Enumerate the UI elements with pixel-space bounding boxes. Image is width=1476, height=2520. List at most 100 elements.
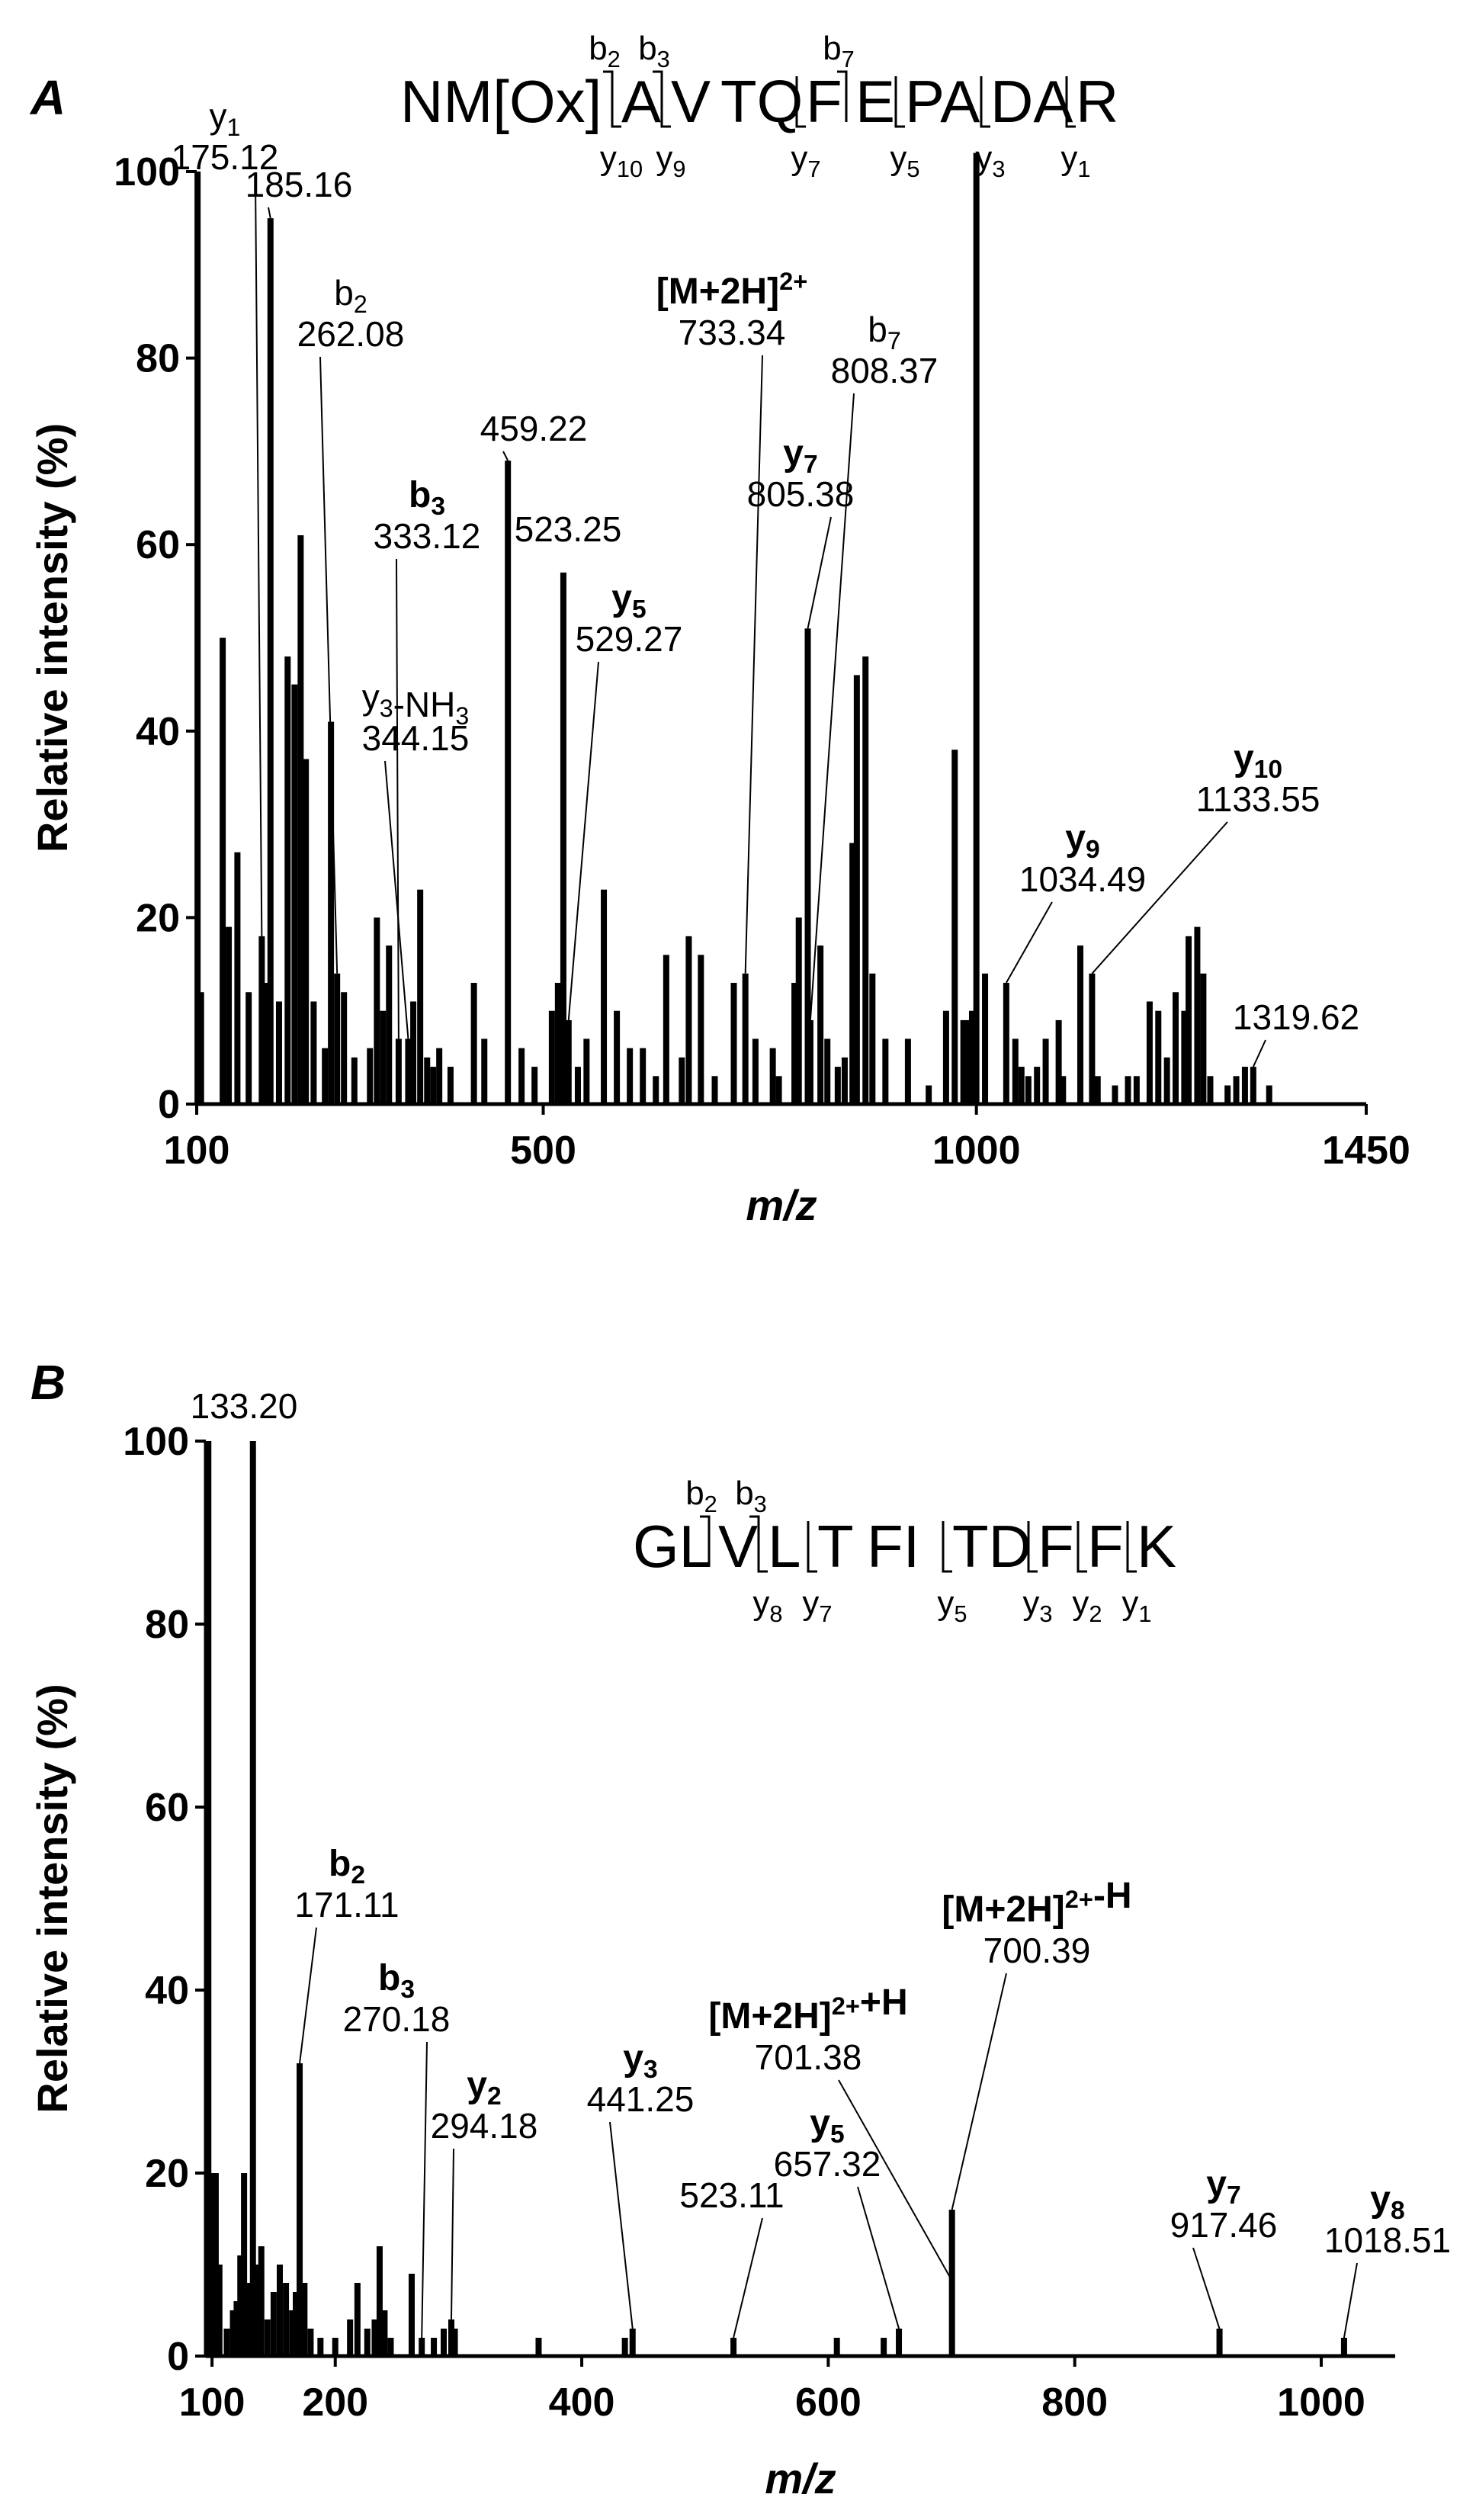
annotation-value: 171.11 [294,1885,399,1925]
peak-bar [752,1038,759,1104]
x-tick-label: 400 [549,2380,615,2425]
y-ion-bracket [1077,1521,1087,1573]
annotation-label: b2 [329,1844,365,1889]
peak-bar [1224,1085,1231,1104]
leader-line [268,207,271,219]
leader-line [838,2079,955,2284]
annotation-value: 529.27 [576,619,683,659]
annotation-value: 1133.55 [1196,779,1320,819]
x-tick-label: 500 [510,1128,576,1173]
annotation-label: b7 [868,310,901,355]
annotation-label: y10 [1234,738,1282,784]
peak-bar [824,1038,831,1104]
peak-bar [679,1057,685,1104]
peak-bar [367,1048,374,1104]
peak-bar [332,2338,339,2356]
x-axis-label: m/z [746,1181,817,1229]
y-ion-label: y10 [600,140,643,182]
annotation-value: 333.12 [374,516,481,556]
peak-bar [395,1038,402,1104]
b-ion-bracket [837,70,848,122]
peak-bar [1025,1076,1032,1104]
peak-bar [583,1038,590,1104]
leader-line [857,2186,900,2329]
y-tick-label: 0 [167,2335,189,2379]
annotation-label: y5 [611,578,646,624]
annotation-label: 1319.62 [1233,997,1359,1037]
peak-bar [381,2310,388,2356]
peak-bar [197,992,204,1104]
y-tick-label: 100 [123,1420,189,1464]
peak-bar [301,2283,308,2356]
peak-bar [431,2338,438,2356]
peak-bar [291,684,298,1104]
peak-bar [942,1010,949,1104]
peak-bar [1112,1085,1118,1104]
peak-bar [1200,973,1207,1104]
annotation-label: b2 [334,273,367,318]
peak-bar [730,983,737,1104]
peak-bar [795,917,802,1104]
y-tick-label: 20 [145,2152,189,2196]
y-ion-label: y1 [1121,1584,1151,1627]
peak-bar [1077,945,1084,1104]
sequence-residue: FI [867,1513,919,1580]
peak-bar [629,2329,636,2356]
peak-annotation: [M+2H]2+733.34 [656,267,807,974]
peak-bar [896,2329,903,2356]
peak-bar [371,2319,378,2356]
peak-bar [310,1001,317,1104]
peak-bar [328,721,335,1104]
peak-annotation: 1319.62 [1233,997,1359,1067]
panel-a-spectrum: A 0 20 40 60 80 100 100 500 1000 1450 m/z Relative i… [28,30,1410,1229]
sequence-residue: R [1076,68,1118,135]
peak-bar [1146,1001,1153,1104]
peak-bar [1125,1076,1131,1104]
sequence-residue: NM[Ox] [400,68,602,135]
peak-bar [1181,1010,1188,1104]
annotation-label: y5 [810,2103,844,2149]
peak-bar [964,1019,971,1104]
leader-line [567,661,599,1021]
annotation-label: 523.11 [679,2175,784,2215]
y-ion-bracket [757,1521,768,1573]
annotation-label: 133.20 [191,1386,298,1426]
peak-bar [853,675,860,1104]
peak-bar [451,2329,458,2356]
peak-bar [968,1010,975,1104]
annotation-label: b3 [378,1958,415,2004]
peak-bar [948,2210,955,2356]
peak-bar [804,628,811,1104]
peak-bar [817,945,824,1104]
peak-bar [354,2283,361,2356]
peak-annotation: 523.25 [515,509,622,549]
annotation-value: 701.38 [755,2037,862,2077]
peak-bar [849,843,856,1104]
annotation-value: 805.38 [747,474,855,514]
peak-bar [1133,1076,1140,1104]
peak-bar [448,2319,454,2356]
annotation-value: 1018.51 [1324,2220,1451,2260]
leader-line [1192,2247,1221,2329]
x-tick-label: 600 [795,2380,862,2425]
peak-bar [742,973,749,1104]
peak-bar [405,1038,412,1104]
x-axis-label: m/z [765,2454,836,2502]
annotation-label: y8 [1370,2179,1404,2225]
y-ion-label: y1 [1060,140,1090,182]
peak-bar [1055,1019,1062,1104]
peak-bar [322,1048,329,1104]
annotation-label: y1 [210,96,241,141]
y-ion-label: y9 [656,140,685,182]
sequence-residue: V [671,68,711,135]
annotation-label: y7 [783,433,817,479]
sequence-residue: V [718,1513,758,1580]
leader-line [299,1927,317,2064]
peak-bar [275,1001,282,1104]
peak-bar [862,656,869,1104]
